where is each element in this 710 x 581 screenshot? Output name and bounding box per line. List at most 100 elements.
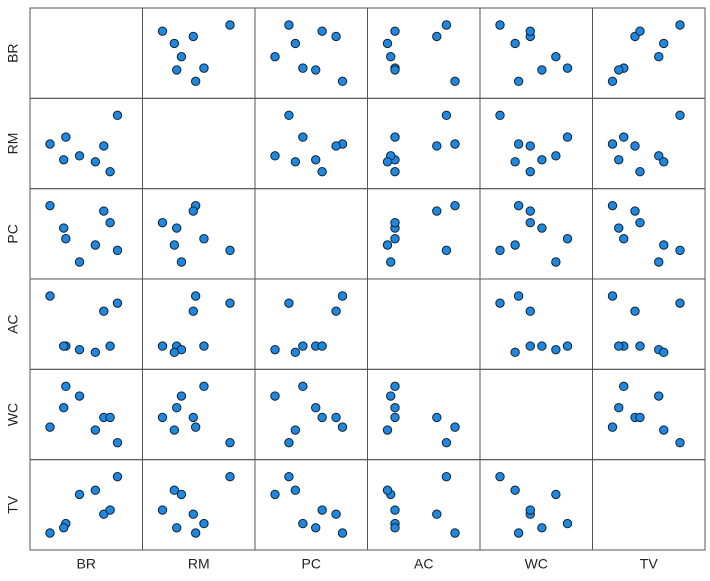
point: [659, 347, 669, 358]
point: [659, 425, 669, 435]
point: [386, 257, 396, 267]
point: [61, 234, 71, 244]
point: [270, 391, 280, 401]
point: [284, 110, 294, 121]
point: [441, 20, 452, 30]
point: [654, 391, 664, 401]
point: [635, 217, 645, 228]
point: [495, 298, 505, 308]
panel: [29, 7, 143, 99]
point: [188, 306, 198, 316]
point: [317, 166, 327, 177]
panel: [592, 459, 706, 551]
point: [619, 132, 629, 142]
point: [450, 76, 460, 87]
point: [432, 412, 442, 423]
panel: [367, 278, 481, 370]
point: [61, 132, 71, 142]
point: [551, 51, 561, 62]
point: [284, 437, 294, 448]
column-label: AC: [414, 556, 433, 572]
point: [176, 51, 187, 62]
point: [59, 341, 69, 351]
point: [551, 489, 561, 500]
point: [157, 217, 168, 228]
point: [90, 347, 101, 358]
panel: [479, 188, 593, 280]
column-label: BR: [77, 556, 96, 572]
point: [510, 485, 520, 495]
point: [225, 437, 235, 448]
point: [270, 51, 280, 62]
point: [675, 245, 685, 256]
point: [190, 528, 201, 538]
point: [390, 166, 400, 177]
point: [614, 65, 624, 75]
point: [513, 139, 524, 149]
point: [298, 341, 308, 351]
point: [525, 217, 535, 228]
point: [59, 223, 69, 233]
panel: [592, 368, 706, 461]
point: [188, 206, 198, 216]
point: [331, 31, 341, 42]
panel: [479, 278, 593, 370]
point: [199, 234, 209, 244]
point: [225, 20, 235, 30]
point: [659, 157, 669, 167]
point: [614, 223, 624, 233]
point: [525, 206, 535, 216]
column-label: PC: [302, 556, 321, 572]
point: [654, 151, 664, 161]
point: [562, 341, 573, 351]
point: [495, 110, 505, 121]
point: [562, 63, 573, 73]
panel: [367, 188, 481, 280]
panel: [367, 97, 481, 190]
point: [157, 26, 168, 36]
point: [169, 347, 180, 358]
panel: [254, 278, 368, 370]
point: [510, 240, 520, 250]
point: [199, 63, 209, 73]
point: [105, 412, 115, 423]
point: [74, 151, 85, 161]
point: [619, 234, 629, 244]
panel: [254, 459, 368, 551]
point: [432, 509, 442, 519]
point: [513, 200, 524, 211]
point: [525, 141, 535, 151]
panel: [254, 97, 368, 190]
point: [525, 341, 535, 351]
point: [317, 341, 327, 351]
point: [45, 291, 55, 301]
point: [284, 20, 294, 30]
point: [169, 240, 180, 250]
point: [654, 51, 664, 62]
point: [630, 141, 640, 151]
point: [331, 141, 341, 151]
point: [525, 306, 535, 316]
point: [317, 26, 327, 36]
point: [537, 65, 547, 75]
point: [225, 298, 235, 308]
point: [390, 65, 400, 75]
point: [551, 344, 561, 355]
point: [390, 505, 400, 515]
point: [450, 528, 460, 538]
point: [675, 20, 685, 30]
point: [537, 223, 547, 233]
point: [513, 528, 524, 538]
point: [74, 344, 85, 355]
point: [551, 151, 561, 161]
point: [607, 139, 618, 149]
point: [386, 51, 396, 62]
point: [105, 217, 115, 228]
panel: [367, 7, 481, 99]
row-label: WC: [5, 403, 21, 426]
point: [284, 471, 294, 482]
point: [675, 437, 685, 448]
point: [188, 31, 198, 42]
point: [176, 257, 187, 267]
point: [659, 38, 669, 49]
